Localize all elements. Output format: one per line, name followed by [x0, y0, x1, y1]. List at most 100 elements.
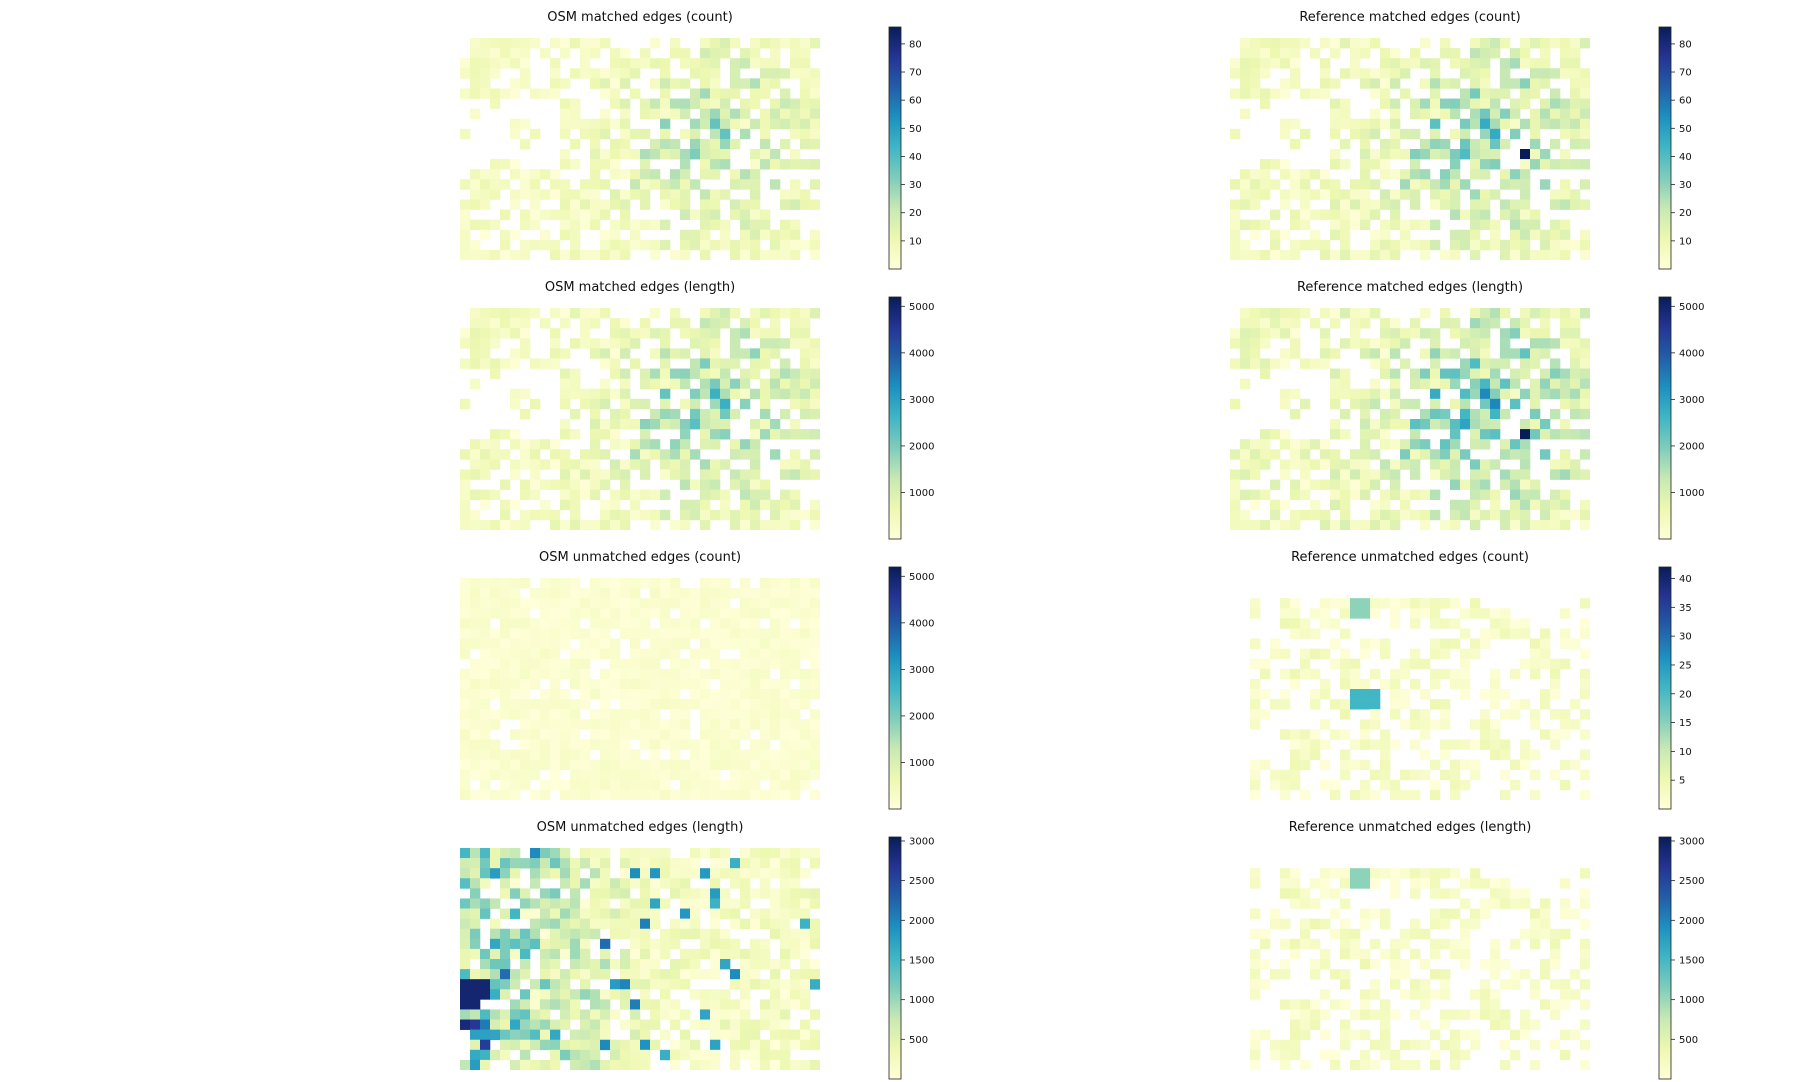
heatmap-cell	[1310, 918, 1321, 930]
heatmap-cell	[1290, 888, 1301, 899]
heatmap-cell	[1270, 58, 1281, 69]
heatmap-cell	[600, 1009, 611, 1020]
heatmap-cell	[1240, 88, 1251, 99]
heatmap-cell	[1530, 388, 1541, 400]
heatmap-cell	[640, 509, 651, 521]
heatmap-cell	[1370, 308, 1381, 319]
heatmap-cell	[640, 969, 651, 980]
heatmap-cell	[590, 959, 601, 970]
heatmap-cell	[530, 989, 541, 1000]
heatmap-cell	[710, 689, 721, 700]
heatmap-cell	[470, 449, 481, 460]
heatmap-cell	[1410, 469, 1421, 480]
heatmap-cell	[1570, 908, 1581, 919]
heatmap-cell	[1480, 169, 1491, 180]
heatmap-cell	[1550, 108, 1561, 120]
heatmap-cell	[790, 469, 801, 480]
heatmap-cell	[710, 128, 721, 140]
heatmap-cell	[740, 678, 751, 690]
heatmap-cell	[1540, 48, 1551, 59]
heatmap-cell	[1350, 699, 1361, 710]
heatmap-cell	[1350, 678, 1361, 690]
heatmap-cell	[1260, 308, 1271, 319]
heatmap-cell	[640, 159, 651, 170]
heatmap-cell	[1490, 499, 1501, 511]
heatmap-cell	[700, 239, 711, 251]
heatmap-cell	[600, 1019, 611, 1030]
heatmap-cell	[590, 848, 601, 859]
heatmap-cell	[1560, 179, 1571, 190]
heatmap-cell	[1490, 699, 1501, 710]
heatmap-cell	[540, 689, 551, 700]
heatmap-cell	[780, 668, 791, 680]
heatmap-cell	[710, 938, 721, 950]
heatmap-cell	[1250, 979, 1261, 990]
heatmap-cell	[1320, 338, 1331, 349]
heatmap-cell	[580, 308, 591, 319]
heatmap-cell	[1330, 999, 1341, 1010]
heatmap-cell	[730, 1039, 741, 1051]
heatmap-cell	[1270, 328, 1281, 339]
heatmap-cell	[1450, 78, 1461, 89]
heatmap-cell	[1410, 449, 1421, 460]
heatmap-cell	[1330, 108, 1341, 120]
heatmap-cell	[610, 648, 621, 660]
heatmap-cell	[1430, 489, 1441, 501]
heatmap-cell	[1440, 249, 1451, 260]
heatmap-cell	[790, 648, 801, 660]
heatmap-cell	[470, 898, 481, 909]
heatmap-cell	[1470, 739, 1481, 750]
heatmap-cell	[470, 878, 481, 889]
heatmap-cell	[810, 78, 820, 89]
heatmap-cell	[770, 858, 781, 869]
heatmap-cell	[1530, 1059, 1541, 1070]
heatmap-cell	[670, 668, 681, 680]
heatmap-cell	[1540, 388, 1551, 400]
heatmap-cell	[720, 429, 731, 440]
heatmap-cell	[1290, 749, 1301, 760]
heatmap-cell	[1320, 868, 1331, 879]
heatmap-cell	[1450, 779, 1461, 791]
heatmap-cell	[810, 128, 820, 140]
heatmap-cell	[810, 979, 820, 990]
colorbar-tick-label: 4000	[909, 348, 934, 359]
heatmap-cell	[800, 638, 811, 649]
heatmap-cell	[1440, 989, 1451, 1000]
heatmap-cell	[650, 378, 661, 390]
heatmap-cell	[550, 1019, 561, 1030]
heatmap-cell	[1470, 1009, 1481, 1020]
heatmap-cell	[1560, 118, 1571, 130]
heatmap-cell	[640, 58, 651, 69]
heatmap-cell	[1400, 189, 1411, 200]
heatmap-cell	[490, 898, 501, 909]
heatmap-cell	[520, 449, 531, 460]
heatmap-cell	[1350, 689, 1361, 700]
heatmap-cell	[620, 98, 631, 109]
heatmap-cell	[1360, 48, 1371, 59]
heatmap-cell	[620, 999, 631, 1010]
heatmap-cell	[570, 138, 581, 150]
heatmap-cell	[590, 908, 601, 919]
heatmap-cell	[710, 419, 721, 430]
heatmap-cell	[460, 1009, 471, 1020]
heatmap-cell	[640, 689, 651, 700]
heatmap-cell	[780, 308, 791, 319]
heatmap-cell	[720, 149, 731, 160]
heatmap-cell	[1470, 479, 1481, 490]
heatmap-cell	[700, 108, 711, 120]
heatmap-cell	[530, 729, 541, 740]
heatmap-cell	[500, 209, 511, 220]
heatmap-cell	[810, 898, 820, 909]
heatmap-cell	[780, 1009, 791, 1020]
heatmap-cell	[760, 588, 771, 599]
heatmap-cell	[1310, 689, 1321, 700]
heatmap-cell	[470, 598, 481, 609]
heatmap-cell	[720, 678, 731, 690]
heatmap-cell	[1450, 1029, 1461, 1041]
heatmap-cell	[1340, 489, 1351, 501]
heatmap-grid	[460, 848, 820, 1070]
heatmap-cell	[700, 678, 711, 690]
heatmap-cell	[1480, 608, 1491, 619]
heatmap-cell	[700, 888, 711, 899]
heatmap-cell	[530, 938, 541, 950]
